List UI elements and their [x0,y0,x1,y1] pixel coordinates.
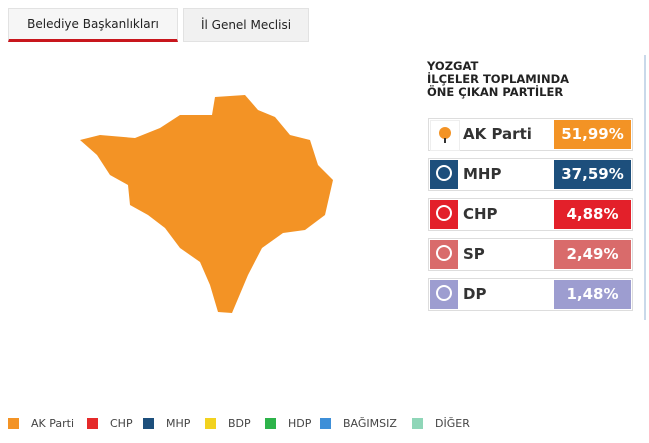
legend-label: MHP [166,417,191,430]
legend-label: BDP [228,417,251,430]
legend-item: MHP [143,417,190,430]
legend-item: BDP [205,417,251,430]
legend-item: BAĞIMSIZ [320,417,397,430]
legend-label: HDP [288,417,312,430]
legend-label: DİĞER [435,417,470,430]
party-value: 51,99% [554,120,631,149]
scrollbar [644,55,646,320]
party-logo [430,240,458,269]
tab[interactable]: Belediye Başkanlıkları [8,8,178,42]
heading-line: YOZGAT [427,59,479,73]
party-logo [430,120,460,151]
legend-label: AK Parti [31,417,75,430]
party-row: MHP 37,59% [428,158,633,191]
legend-swatch [205,418,216,429]
map [80,95,333,313]
legend-label: CHP [110,417,133,430]
party-value: 2,49% [554,240,631,269]
legend-item: CHP [87,417,133,430]
party-name: DP [463,285,487,303]
legend-swatch [265,418,276,429]
party-logo [430,280,458,309]
legend-item: HDP [265,417,311,430]
party-logo [430,200,458,229]
province[interactable] [80,95,333,313]
party-name: MHP [463,165,502,183]
party-name: AK Parti [463,125,532,143]
tab[interactable]: İl Genel Meclisi [183,8,309,42]
legend-swatch [8,418,19,429]
party-value: 37,59% [554,160,631,189]
heading-line: İLÇELER TOPLAMINDA [427,72,570,86]
heading: YOZGAT İLÇELER TOPLAMINDA ÖNE ÇIKAN PART… [427,60,569,99]
legend-item: AK Parti [8,417,74,430]
party-row: DP 1,48% [428,278,633,311]
legend-swatch [143,418,154,429]
legend-label: BAĞIMSIZ [343,417,397,430]
legend-item: DİĞER [412,417,470,430]
party-name: SP [463,245,485,263]
party-row: AK Parti 51,99% [428,118,633,151]
legend-swatch [320,418,331,429]
legend-swatch [87,418,98,429]
party-row: SP 2,49% [428,238,633,271]
party-value: 4,88% [554,200,631,229]
party-name: CHP [463,205,498,223]
party-logo [430,160,458,189]
heading-line: ÖNE ÇIKAN PARTİLER [427,85,564,99]
party-row: CHP 4,88% [428,198,633,231]
legend-swatch [412,418,423,429]
party-value: 1,48% [554,280,631,309]
